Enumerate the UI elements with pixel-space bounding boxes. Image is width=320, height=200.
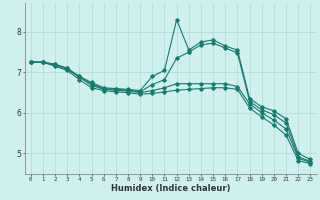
X-axis label: Humidex (Indice chaleur): Humidex (Indice chaleur) — [111, 184, 230, 193]
